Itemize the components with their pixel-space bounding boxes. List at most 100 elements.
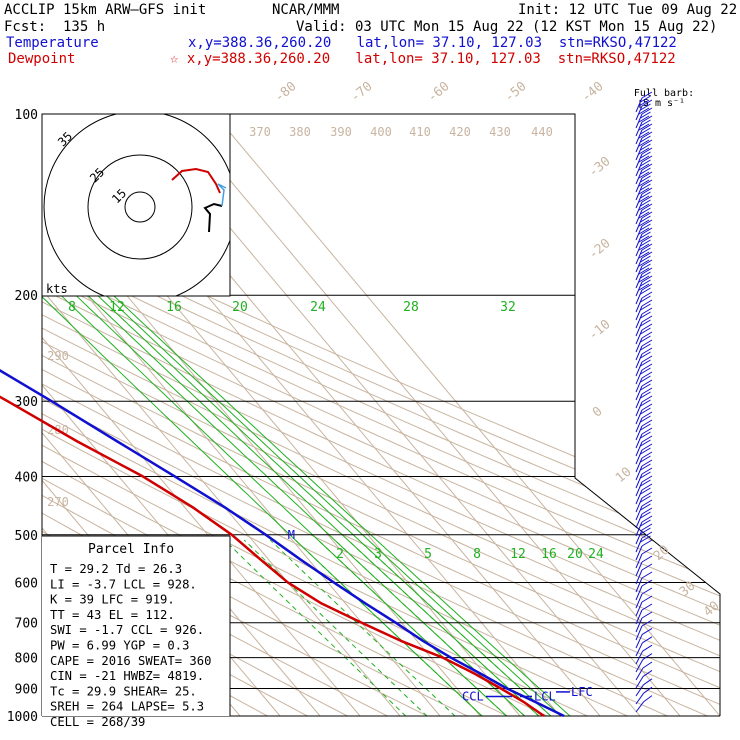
temperature-location: x,y=388.36,260.20 lat,lon= 37.10, 127.03… [188, 35, 677, 51]
wind-barb-flag [640, 447, 651, 455]
wind-barb-flag [641, 627, 653, 635]
wind-barb-flag [638, 203, 650, 211]
isotherm-label: 40 [701, 599, 723, 621]
isotherm-label: -20 [586, 236, 614, 263]
dry-adiabat [42, 114, 720, 716]
dewpoint-legend: Dewpoint [8, 51, 76, 67]
parcel-info-row: CELL = 268/39 [50, 715, 145, 729]
wind-barb [635, 249, 643, 265]
parcel-info-row: T = 29.2 Td = 26.3 [50, 562, 182, 576]
m-marker-label: M [288, 528, 295, 542]
wind-barb-flag [640, 383, 651, 391]
wind-barb-flag [641, 227, 653, 235]
wind-barb [635, 457, 643, 473]
wind-barb [635, 489, 643, 505]
wind-barb-flag [640, 255, 651, 263]
dry-adiabat [42, 114, 720, 716]
wind-barb [635, 585, 643, 601]
wind-barb-flag [641, 387, 653, 395]
wind-barb-flag [640, 463, 651, 471]
wind-barb [635, 497, 643, 513]
wind-barb-flag [638, 139, 650, 147]
wind-barb [635, 617, 643, 633]
wind-barb-flag [641, 115, 653, 123]
wind-barb [635, 569, 643, 585]
mixing-ratio-label: 8 [473, 547, 481, 562]
wind-barb-flag [640, 455, 651, 463]
hodograph-trace [217, 183, 227, 207]
dry-adiabat [42, 114, 720, 716]
wind-barb [635, 161, 643, 177]
wind-barb-flag [638, 219, 650, 227]
dry-adiabat [42, 114, 697, 716]
dry-adiabat [42, 114, 720, 716]
wind-barb-flag [641, 179, 653, 187]
dry-adiabat [42, 114, 720, 716]
wind-barb-flag [640, 111, 651, 119]
mixing-ratio-label: 32 [500, 300, 516, 315]
isotherm-label: 0 [590, 404, 606, 421]
wind-barb [635, 601, 643, 617]
wind-barb-flag [640, 335, 651, 343]
isotherm-label: -60 [425, 79, 453, 106]
hodograph-trace [203, 202, 223, 233]
wind-barb [635, 353, 643, 369]
model-title: ACCLIP 15km ARW–GFS init [4, 2, 207, 18]
wind-barb-flag [641, 123, 653, 131]
wind-barb-flag [641, 307, 653, 315]
mixing-ratio-label: 8 [68, 300, 76, 315]
isotherm-label: -50 [502, 79, 530, 106]
wind-barb-flag [640, 471, 651, 479]
parcel-info-row: CIN = -21 HWBZ= 4819. [50, 669, 204, 683]
wind-barb [635, 345, 643, 361]
dewpoint-profile [0, 395, 545, 718]
barb-legend-title: Full barb: [634, 88, 694, 99]
wind-barb-flag [638, 211, 650, 219]
wind-barb-flag [641, 371, 653, 379]
wind-barb-flag [641, 291, 653, 299]
pressure-tick-label: 100 [15, 108, 38, 123]
mixing-ratio-line [42, 267, 497, 716]
wind-barb-flag [641, 507, 653, 515]
wind-barb-flag [638, 115, 650, 123]
pressure-tick-label: 1000 [7, 710, 38, 725]
mixing-ratio-label: 20 [232, 300, 248, 315]
wind-barb-flag [638, 123, 650, 131]
wind-barb [635, 145, 643, 161]
wind-barb-flag [640, 207, 651, 215]
wind-barb-flag [640, 423, 651, 431]
mixing-ratio-line [42, 267, 521, 716]
dry-adiabat-label: 420 [449, 125, 471, 139]
wind-barb-flag [640, 399, 651, 407]
wind-barb-flag [641, 275, 653, 283]
wind-barb-flag [641, 483, 653, 491]
pressure-tick-label: 500 [15, 529, 38, 544]
wind-barb-flag [640, 519, 651, 527]
dry-adiabat [42, 114, 720, 716]
dry-adiabat-label: 430 [489, 125, 511, 139]
wind-barb-flag [641, 355, 653, 363]
wind-barb-flag [641, 147, 653, 155]
wind-barb [635, 177, 643, 193]
wind-barb-flag [640, 431, 651, 439]
wind-barb-flag [638, 227, 650, 235]
dry-adiabat-label: 380 [289, 125, 311, 139]
wind-barb [635, 369, 643, 385]
isotherm-label: -80 [272, 79, 300, 106]
wind-barb [635, 153, 643, 169]
dry-adiabat [42, 114, 720, 716]
wind-barb-flag [641, 579, 653, 587]
wind-barb-flag [640, 175, 651, 183]
wind-barb [635, 433, 643, 449]
wind-barb [635, 625, 643, 641]
wind-barb-flag [640, 159, 651, 167]
wind-barb-flag [641, 515, 653, 523]
wind-barb [635, 529, 643, 545]
parcel-info-row: TT = 43 EL = 112. [50, 608, 175, 622]
init-time: Init: 12 UTC Tue 09 Aug 22 [518, 2, 738, 18]
wind-barb-flag [641, 163, 653, 171]
wind-barb [635, 553, 643, 569]
mixing-ratio-label: 16 [541, 547, 557, 562]
wind-barb [635, 577, 643, 593]
wind-barb-flag [641, 99, 653, 107]
